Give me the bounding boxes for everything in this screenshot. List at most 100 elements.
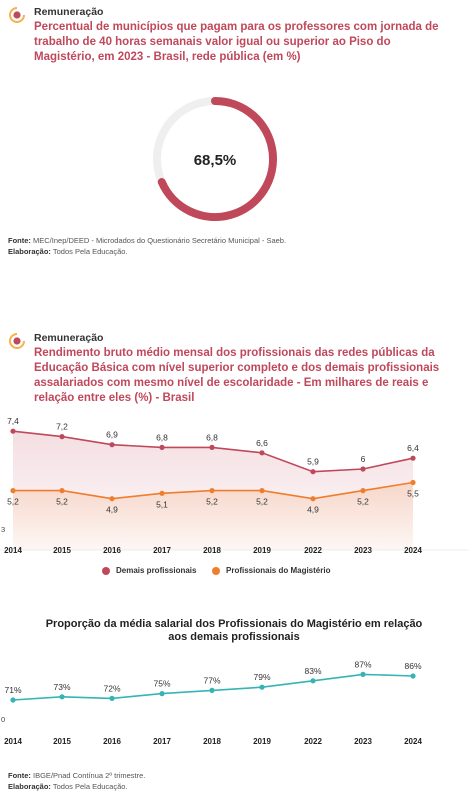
ratio-label: 79% (253, 672, 270, 682)
data-point (360, 488, 366, 494)
ratio-point (59, 694, 65, 700)
source-label: Fonte: (8, 771, 31, 780)
ratio-label: 83% (304, 666, 321, 676)
x-tick-label: 2024 (404, 546, 422, 555)
data-label: 7,4 (7, 416, 19, 426)
ratio-point (109, 695, 115, 701)
ratio-point (259, 684, 265, 690)
x-tick-label: 2024 (404, 737, 422, 746)
block2-source: Fonte: IBGE/Pnad Contínua 2º trimestre. … (8, 770, 145, 792)
ratio-line-chart: 71% 73% 72% 75% 77% 79% 83% 87% 86% 0 2014 2015 2016… (1, 659, 422, 746)
x-tick-label: 2019 (253, 546, 271, 555)
remuneracao-icon (9, 333, 25, 349)
data-point (259, 450, 265, 456)
x-tick-label: 2017 (153, 737, 171, 746)
data-label: 6,8 (206, 432, 218, 442)
data-point (310, 496, 316, 502)
x-tick-label: 2014 (4, 546, 22, 555)
data-point (259, 488, 265, 494)
elaboracao-label: Elaboração: (8, 782, 51, 791)
legend-item-demais: Demais profissionais (102, 566, 196, 575)
donut-arc (157, 97, 277, 221)
data-label: 5,2 (256, 497, 268, 507)
y-min-label: 0 (1, 715, 5, 724)
elaboracao-text: Todos Pela Educação. (52, 247, 128, 256)
legend-label-magisterio: Profissionais do Magistério (226, 566, 331, 575)
data-point (109, 442, 115, 448)
source-text: MEC/Inep/DEED - Microdados do Questionár… (33, 236, 287, 245)
legend-dot-magisterio (212, 566, 220, 575)
block2-title: Rendimento bruto médio mensal dos profis… (34, 347, 440, 404)
data-label: 6,6 (256, 438, 268, 448)
x-tick-label: 2016 (103, 737, 121, 746)
ratio-label: 87% (354, 659, 371, 669)
source-text: IBGE/Pnad Contínua 2º trimestre. (33, 771, 146, 780)
data-label: 6 (361, 454, 366, 464)
data-point (10, 488, 16, 494)
block1-source: Fonte: MEC/Inep/DEED - Microdados do Que… (8, 235, 286, 257)
salary-line-chart: 7,4 7,2 6,9 6,8 6,8 6,6 5,9 6 6,4 5,2 5,2 4,9 5,1 5,2… (0, 416, 468, 555)
data-label: 6,9 (106, 430, 118, 440)
donut-value-label: 68,5% (194, 152, 237, 169)
ratio-point (310, 678, 316, 684)
x-tick-label: 2014 (4, 737, 22, 746)
x-tick-label: 2022 (304, 546, 322, 555)
elaboracao-label: Elaboração: (8, 247, 51, 256)
block1-title: Percentual de municípios que pagam para … (34, 21, 439, 63)
x-tick-label: 2018 (203, 737, 221, 746)
data-label: 4,9 (106, 505, 118, 515)
data-point (310, 469, 316, 475)
data-label: 5,2 (357, 497, 369, 507)
source-label: Fonte: (8, 236, 31, 245)
ratio-label: 75% (153, 679, 170, 689)
legend-dot-demais (102, 566, 110, 575)
data-point (109, 496, 115, 502)
legend-item-magisterio: Profissionais do Magistério (212, 566, 330, 575)
data-point (10, 428, 16, 434)
data-point (209, 444, 215, 450)
data-label: 5,2 (206, 497, 218, 507)
data-label: 7,2 (56, 422, 68, 432)
ratio-point (209, 687, 215, 693)
chart-legend: Demais profissionais Profissionais do Ma… (0, 566, 468, 580)
data-point (410, 455, 416, 461)
ratio-point (410, 673, 416, 679)
data-label: 5,2 (56, 497, 68, 507)
ratio-point (159, 691, 165, 697)
ratio-label: 72% (103, 683, 120, 693)
elaboracao-text: Todos Pela Educação. (52, 782, 128, 791)
data-label: 4,9 (307, 505, 319, 515)
remuneracao-icon (9, 7, 25, 23)
x-tick-label: 2018 (203, 546, 221, 555)
donut-chart: 68,5% (153, 97, 277, 221)
legend-label-demais: Demais profissionais (116, 566, 197, 575)
y-min-label: 3 (1, 525, 5, 534)
block1-kicker: Remuneração (34, 6, 104, 18)
x-tick-label: 2016 (103, 546, 121, 555)
ratio-label: 77% (203, 675, 220, 685)
x-tick-label: 2023 (354, 737, 372, 746)
x-tick-label: 2017 (153, 546, 171, 555)
x-tick-label: 2023 (354, 546, 372, 555)
data-point (159, 490, 165, 496)
data-label: 6,8 (156, 432, 168, 442)
data-label: 5,1 (156, 499, 168, 509)
data-label: 5,9 (307, 457, 319, 467)
block2-kicker: Remuneração (34, 332, 104, 344)
ratio-chart-title: Proporção da média salarial dos Profissi… (45, 618, 423, 643)
ratio-point (10, 697, 16, 703)
data-label: 5,2 (7, 497, 19, 507)
ratio-label: 71% (4, 685, 21, 695)
ratio-point (360, 671, 366, 677)
x-tick-label: 2015 (53, 737, 71, 746)
data-label: 5,5 (407, 489, 419, 499)
data-point (209, 488, 215, 494)
ratio-label: 73% (53, 682, 70, 692)
x-tick-label: 2022 (304, 737, 322, 746)
data-point (159, 444, 165, 450)
data-point (360, 466, 366, 472)
data-point (59, 434, 65, 440)
data-point (410, 479, 416, 486)
ratio-label: 86% (404, 661, 421, 671)
x-tick-label: 2019 (253, 737, 271, 746)
